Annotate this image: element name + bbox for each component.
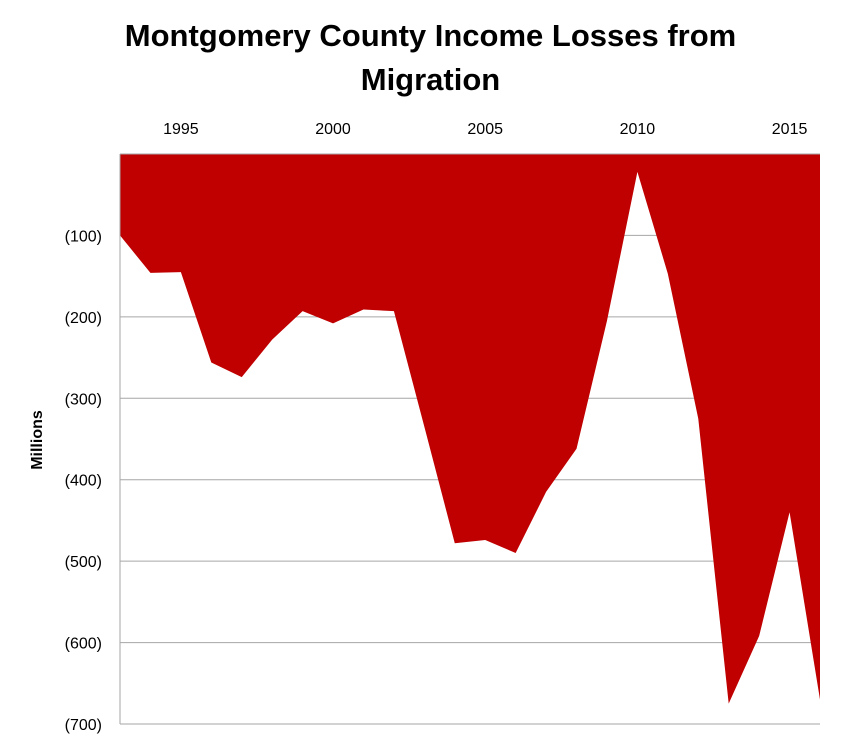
y-tick-label-1: (200)	[65, 310, 102, 327]
x-tick-label-2015: 2015	[772, 121, 808, 138]
x-tick-label-2005: 2005	[467, 121, 503, 138]
chart-title: Montgomery County Income Losses from Mig…	[0, 14, 861, 102]
y-tick-label-2: (300)	[65, 391, 102, 408]
axes	[119, 153, 820, 724]
y-tick-label-3: (400)	[65, 473, 102, 490]
y-tick-label-6: (700)	[65, 717, 102, 734]
x-tick-label-2010: 2010	[620, 121, 656, 138]
y-tick-labels: (100) (200) (300) (400) (500) (600) (700)	[65, 228, 102, 734]
y-axis-label: Millions	[29, 410, 46, 470]
y-tick-label-5: (600)	[65, 636, 102, 653]
x-tick-label-2000: 2000	[315, 121, 351, 138]
y-tick-label-0: (100)	[65, 228, 102, 245]
series-area	[120, 154, 820, 704]
x-tick-label-1995: 1995	[163, 121, 199, 138]
y-tick-label-4: (500)	[65, 554, 102, 571]
x-tick-labels: 1995 2000 2005 2010 2015	[163, 121, 807, 138]
chart-title-line-1: Montgomery County Income Losses from	[124, 18, 737, 53]
chart-title-line-2: Migration	[360, 62, 501, 97]
